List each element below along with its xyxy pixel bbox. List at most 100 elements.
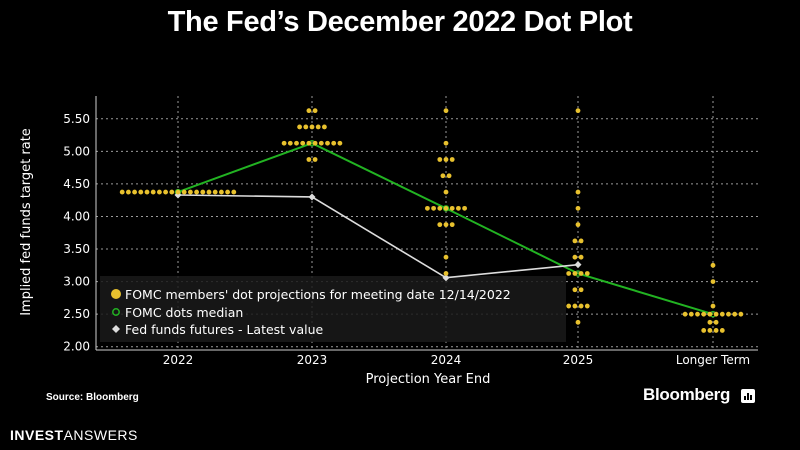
fomc-dot xyxy=(306,157,312,162)
fomc-dot xyxy=(695,311,700,317)
fomc-dot xyxy=(732,311,738,317)
fomc-dot xyxy=(707,328,713,333)
y-tick-label: 5.50 xyxy=(63,112,90,126)
fomc-dot xyxy=(707,319,713,325)
fomc-dot xyxy=(710,262,716,268)
fomc-dot xyxy=(200,189,206,195)
x-tick-label: 2025 xyxy=(563,353,594,367)
fomc-dot xyxy=(425,205,430,211)
fomc-dot xyxy=(710,303,716,309)
fomc-dot xyxy=(312,140,318,146)
fomc-dot xyxy=(325,140,330,146)
fomc-dot xyxy=(701,328,707,333)
fomc-dot xyxy=(572,238,578,244)
y-tick-label: 2.50 xyxy=(63,307,90,321)
source-note: Source: Bloomberg xyxy=(46,392,139,403)
legend-median-icon xyxy=(112,308,120,316)
fomc-dot xyxy=(431,205,436,211)
fomc-dot xyxy=(566,303,572,309)
fomc-dot xyxy=(169,189,175,195)
fomc-dot xyxy=(144,189,150,195)
axis-layer: 2.00 2.50 3.00 3.50 4.00 4.50 5.00 5.50 2022 2023… xyxy=(63,96,758,367)
fomc-dot xyxy=(194,189,200,195)
fomc-dot xyxy=(300,140,306,146)
legend-item-label: FOMC members' dot projections for meetin… xyxy=(125,287,511,302)
fomc-dot xyxy=(303,124,309,130)
fomc-dot xyxy=(701,311,707,317)
fomc-dot xyxy=(437,157,443,162)
fomc-dot xyxy=(575,205,581,211)
fomc-dot xyxy=(710,279,716,285)
fomc-dot xyxy=(219,189,224,195)
fomc-dot xyxy=(443,205,449,211)
fomc-dot xyxy=(437,205,443,211)
y-tick-label: 5.00 xyxy=(63,144,90,158)
bloomberg-mark-icon xyxy=(741,389,755,403)
fomc-dot xyxy=(331,140,337,146)
legend-item-label: FOMC dots median xyxy=(125,305,243,320)
fomc-dot xyxy=(566,271,572,276)
y-tick-label: 3.50 xyxy=(63,242,90,256)
fomc-dot xyxy=(306,140,312,146)
fomc-dot xyxy=(682,311,688,317)
fomc-dot xyxy=(440,173,446,179)
fomc-dot xyxy=(575,189,581,195)
fomc-dot xyxy=(578,254,584,260)
fomc-dot xyxy=(443,140,449,146)
dot-projections xyxy=(119,108,744,333)
x-tick-label: 2022 xyxy=(163,353,194,367)
legend: FOMC members' dot projections for meetin… xyxy=(100,276,566,342)
fomc-dot xyxy=(157,189,162,195)
y-tick-label: 4.00 xyxy=(63,209,90,223)
fomc-dot xyxy=(443,157,449,162)
fomc-dot xyxy=(206,189,212,195)
fomc-dot xyxy=(212,189,218,195)
fomc-dot xyxy=(175,189,181,195)
y-tick-label: 3.00 xyxy=(63,275,90,289)
fomc-dot xyxy=(312,157,318,162)
fomc-dot xyxy=(578,287,584,293)
fomc-dot xyxy=(181,189,187,195)
page-title: The Fed’s December 2022 Dot Plot xyxy=(167,6,633,38)
bloomberg-logo: Bloomberg xyxy=(643,385,731,404)
y-tick-label: 2.00 xyxy=(63,340,90,354)
fomc-dot xyxy=(713,311,719,317)
fomc-dot xyxy=(188,189,193,195)
fomc-dot xyxy=(578,238,584,244)
fomc-dot xyxy=(713,328,719,333)
futures-point xyxy=(442,274,450,282)
investanswers-logo-bold: INVEST xyxy=(10,427,64,443)
futures-line xyxy=(177,194,579,279)
fomc-dot xyxy=(443,222,449,228)
fomc-dot xyxy=(707,311,713,317)
fomc-dot xyxy=(578,303,584,309)
fomc-dot xyxy=(572,271,578,276)
fomc-dot xyxy=(462,205,467,211)
fomc-dot xyxy=(713,319,719,325)
fomc-dot xyxy=(584,271,590,276)
fomc-dot xyxy=(738,311,744,317)
legend-item-label: Fed funds futures - Latest value xyxy=(125,322,323,337)
fomc-dot xyxy=(132,189,138,195)
fomc-dot xyxy=(138,189,144,195)
legend-dot-icon xyxy=(111,289,121,299)
investanswers-logo-light: ANSWERS xyxy=(63,427,138,443)
fomc-dot xyxy=(719,328,725,333)
fomc-dot xyxy=(312,108,318,114)
fomc-dot xyxy=(449,222,455,228)
fomc-dot xyxy=(119,189,125,195)
fomc-dot xyxy=(584,303,590,309)
x-tick-label: 2023 xyxy=(297,353,328,367)
fomc-dot xyxy=(572,303,578,309)
fomc-dot xyxy=(443,271,449,276)
fomc-dot xyxy=(688,311,694,317)
fomc-dot xyxy=(575,319,581,325)
fomc-dot xyxy=(719,311,725,317)
fomc-dot xyxy=(163,189,169,195)
fomc-dot xyxy=(297,124,302,130)
fomc-dot xyxy=(318,140,324,146)
fomc-dot xyxy=(287,140,293,146)
fomc-dot xyxy=(281,140,287,146)
x-tick-label: 2024 xyxy=(431,353,462,367)
fomc-dot xyxy=(449,157,455,162)
